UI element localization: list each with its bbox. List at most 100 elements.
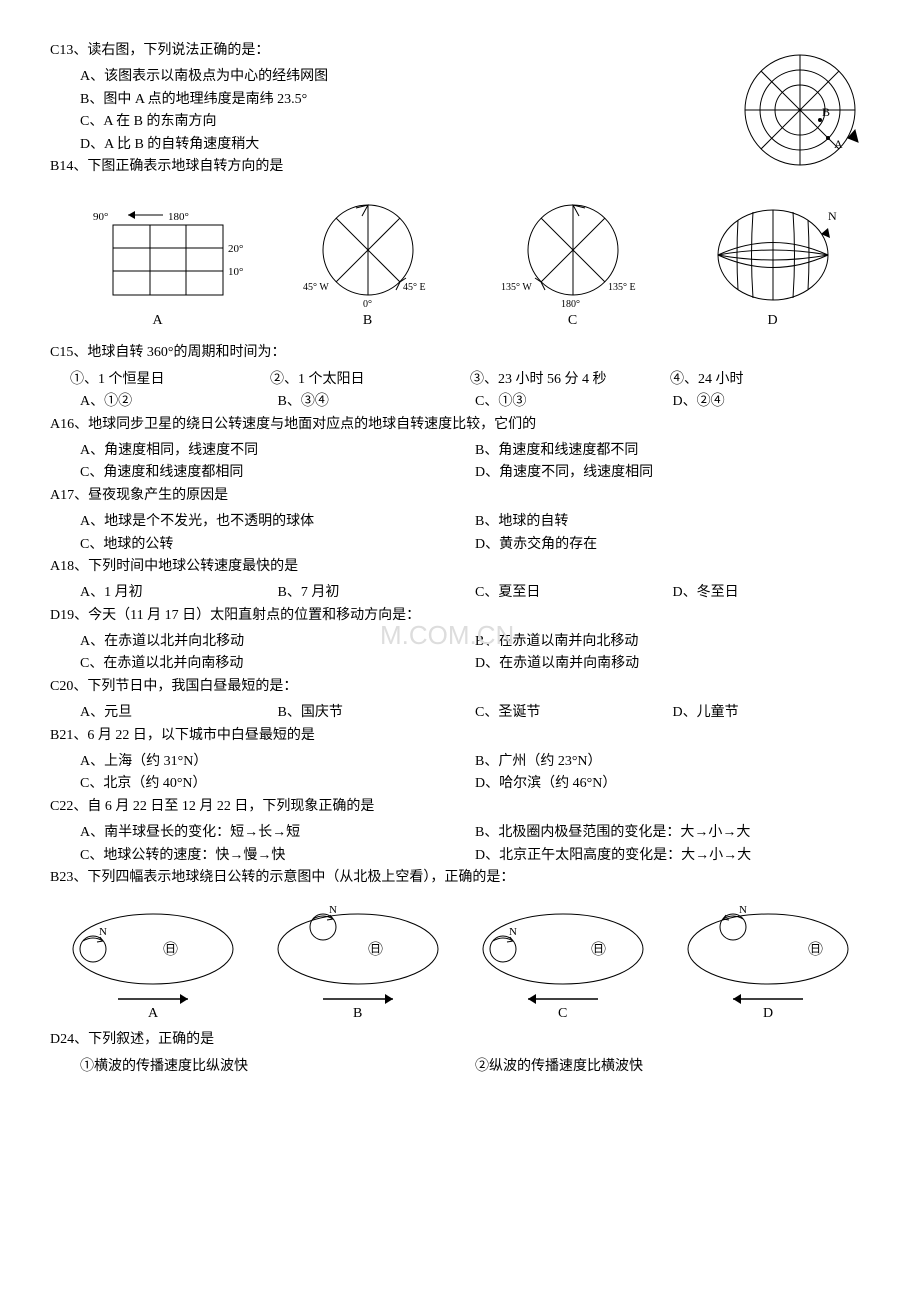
q17-b: B、地球的自转 [475,511,870,533]
q15-options: A、①② B、③④ C、①③ D、②④ [50,391,870,413]
q19-a: A、在赤道以北并向北移动 [80,631,475,653]
question-21: B21、6 月 22 日，以下城市中白昼最短的是 [50,725,870,747]
fig23c-label: C [558,1006,567,1019]
q15-items: ①、1 个恒星日 ②、1 个太阳日 ③、23 小时 56 分 4 秒 ④、24 … [50,369,870,391]
fig23-C: N ㊐ C [473,899,653,1019]
q21-b: B、广州（约 23°N） [475,751,870,773]
q20-d: D、儿童节 [673,702,871,724]
label-A: A [834,137,843,151]
q16-b: B、角速度和线速度都不同 [475,440,870,462]
q19-d: D、在赤道以南并向南移动 [475,653,870,675]
q13-stem: 读右图，下列说法正确的是： [87,43,269,58]
q19-row2: C、在赤道以北并向南移动 D、在赤道以南并向南移动 [50,653,870,675]
q16-a: A、角速度相同，线速度不同 [80,440,475,462]
fig14a-20: 20° [228,243,243,255]
q22-prefix: C22、 [50,799,87,814]
q15-a: A、①② [80,391,278,413]
fig14b-e: 45° E [403,282,426,293]
q24-stem: 下列叙述，正确的是 [88,1032,214,1047]
q21-a: A、上海（约 31°N） [80,751,475,773]
question-20: C20、下列节日中，我国白昼最短的是： [50,676,870,698]
q16-stem: 地球同步卫星的绕日公转速度与地面对应点的地球自转速度比较，它们的 [88,417,536,432]
fig23a-n: N [99,926,107,938]
q21-stem: 6 月 22 日，以下城市中白昼最短的是 [87,728,315,743]
q15-i3: ③、23 小时 56 分 4 秒 [470,369,670,391]
fig14c-e: 135° E [608,282,636,293]
fig23d-n: N [739,904,747,916]
fig14-D: N D [698,200,848,332]
q14-figures: 90° 180° 20° 10° A 45° W 45° E 0° B [50,200,870,332]
question-24: D24、下列叙述，正确的是 [50,1029,870,1051]
q21-c: C、北京（约 40°N） [80,773,475,795]
q18-b: B、7 月初 [278,582,476,604]
fig23-A: N ㊐ A [63,899,243,1019]
question-22: C22、自 6 月 22 日至 12 月 22 日，下列现象正确的是 [50,796,870,818]
q17-c: C、地球的公转 [80,534,475,556]
fig14d-label: D [698,310,848,332]
fig23-B: N ㊐ B [268,899,448,1019]
q18-prefix: A18、 [50,559,88,574]
q15-d: D、②④ [673,391,871,413]
fig23d-label: D [763,1006,773,1019]
q16-row1: A、角速度相同，线速度不同 B、角速度和线速度都不同 [50,440,870,462]
q22-b: B、北极圈内极昼范围的变化是：大→小→大 [475,822,870,844]
fig14-C: 135° W 135° E 180° C [493,200,653,332]
q16-c: C、角速度和线速度都相同 [80,462,475,484]
q17-row1: A、地球是个不发光，也不透明的球体 B、地球的自转 [50,511,870,533]
q18-a: A、1 月初 [80,582,278,604]
q23-prefix: B23、 [50,870,87,885]
q24-prefix: D24、 [50,1032,88,1047]
q17-stem: 昼夜现象产生的原因是 [88,488,228,503]
q18-d: D、冬至日 [673,582,871,604]
question-16: A16、地球同步卫星的绕日公转速度与地面对应点的地球自转速度比较，它们的 [50,414,870,436]
q15-b: B、③④ [278,391,476,413]
q19-c: C、在赤道以北并向南移动 [80,653,475,675]
q21-prefix: B21、 [50,728,87,743]
q24-items: ①横波的传播速度比纵波快 ②纵波的传播速度比横波快 [50,1056,870,1078]
q19-prefix: D19、 [50,608,88,623]
fig23c-sun: ㊐ [591,941,606,958]
fig14d-n: N [828,209,837,223]
q18-options: A、1 月初 B、7 月初 C、夏至日 D、冬至日 [50,582,870,604]
fig14a-10: 10° [228,266,243,278]
polar-svg: A B [730,40,870,190]
fig14a-label: A [73,310,243,332]
fig14c-w: 135° W [501,282,532,293]
q19-stem: 今天（11 月 17 日）太阳直射点的位置和移动方向是： [88,608,420,623]
q24-i2: ②纵波的传播速度比横波快 [475,1056,870,1078]
fig14-B: 45° W 45° E 0° B [288,200,448,332]
fig23a-label: A [148,1006,159,1019]
q22-c: C、地球公转的速度：快→慢→快 [80,845,475,867]
fig23d-sun: ㊐ [808,941,823,958]
fig14c-s: 180° [561,299,580,310]
q18-c: C、夏至日 [475,582,673,604]
q22-stem: 自 6 月 22 日至 12 月 22 日，下列现象正确的是 [87,799,374,814]
q20-stem: 下列节日中，我国白昼最短的是： [87,679,297,694]
question-23: B23、下列四幅表示地球绕日公转的示意图中（从北极上空看），正确的是： [50,867,870,889]
question-18: A18、下列时间中地球公转速度最快的是 [50,556,870,578]
q15-prefix: C15、 [50,345,87,360]
q22-d: D、北京正午太阳高度的变化是：大→小→大 [475,845,870,867]
q15-i2: ②、1 个太阳日 [270,369,470,391]
q22-row2: C、地球公转的速度：快→慢→快 D、北京正午太阳高度的变化是：大→小→大 [50,845,870,867]
q20-a: A、元旦 [80,702,278,724]
fig14b-label: B [288,310,448,332]
q21-row1: A、上海（约 31°N） B、广州（约 23°N） [50,751,870,773]
q15-i1: ①、1 个恒星日 [70,369,270,391]
q22-a: A、南半球昼长的变化：短→长→短 [80,822,475,844]
fig14a-90: 90° [93,211,108,223]
q19-row1: A、在赤道以北并向北移动 B、在赤道以南并向北移动 [50,631,870,653]
q15-c: C、①③ [475,391,673,413]
q23-figures: N ㊐ A N ㊐ B N ㊐ C [50,899,870,1019]
q19-b: B、在赤道以南并向北移动 [475,631,870,653]
question-15: C15、地球自转 360°的周期和时间为： [50,342,870,364]
q20-options: A、元旦 B、国庆节 C、圣诞节 D、儿童节 [50,702,870,724]
q14-stem: 下图正确表示地球自转方向的是 [87,159,283,174]
q20-prefix: C20、 [50,679,87,694]
q15-stem: 地球自转 360°的周期和时间为： [87,345,285,360]
q20-b: B、国庆节 [278,702,476,724]
q14-prefix: B14、 [50,159,87,174]
fig14c-label: C [493,310,653,332]
q22-row1: A、南半球昼长的变化：短→长→短 B、北极圈内极昼范围的变化是：大→小→大 [50,822,870,844]
q16-row2: C、角速度和线速度都相同 D、角速度不同，线速度相同 [50,462,870,484]
